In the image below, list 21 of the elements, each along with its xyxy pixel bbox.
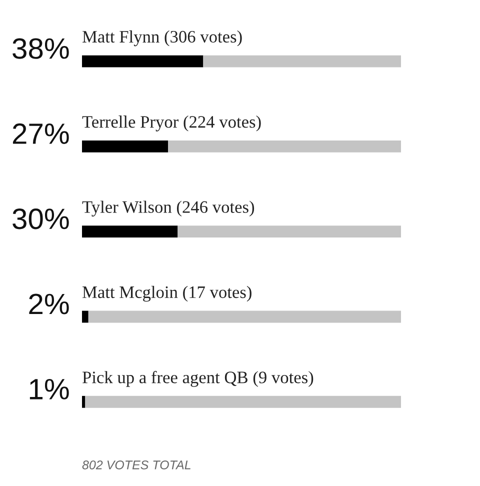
- bar: [168, 140, 401, 152]
- y-tick-label: Matt Mcgloin (17 votes): [82, 286, 252, 302]
- y-tick-label: Terrelle Pryor (224 votes): [82, 116, 261, 132]
- bar: [88, 310, 401, 323]
- y-tick-label: Pick up a free agent QB (9 votes): [82, 370, 314, 387]
- bar: [82, 310, 88, 323]
- bar: [178, 226, 401, 238]
- bar: [82, 396, 86, 408]
- bar: [82, 55, 204, 68]
- data-label: 1%: [30, 378, 69, 400]
- data-label: 27%: [12, 123, 69, 144]
- data-label: 30%: [12, 208, 69, 230]
- data-label: 38%: [12, 38, 69, 59]
- y-tick-label: Matt Flynn (306 votes): [82, 30, 242, 46]
- bar: [82, 226, 178, 238]
- text: 802 VOTES TOTAL: [82, 460, 190, 470]
- bar: [85, 396, 401, 408]
- bar: [203, 55, 401, 68]
- y-tick-label: Tyler Wilson (246 votes): [82, 200, 254, 216]
- data-label: 2%: [29, 294, 69, 314]
- bar: [82, 140, 168, 152]
